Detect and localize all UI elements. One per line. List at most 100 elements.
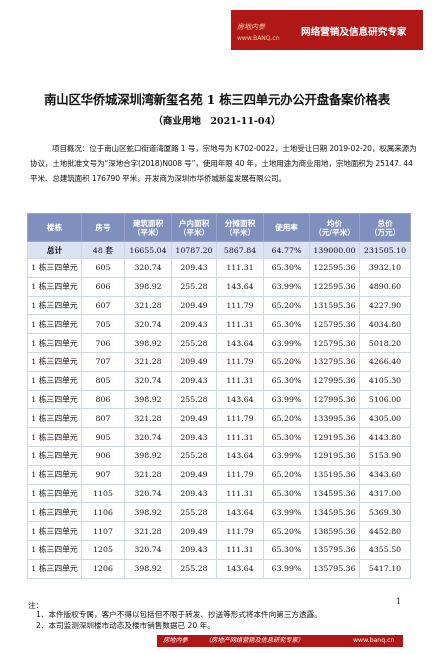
table-cell: 209.49 (171, 464, 217, 485)
table-cell: 48 套 (81, 241, 125, 259)
table-cell: 135195.36 (309, 464, 360, 485)
banq-logo: 房地内参 www.BANQ.cn (237, 14, 280, 46)
table-cell: 805 (81, 370, 125, 391)
table-cell: 320.74 (124, 314, 172, 335)
table-cell: 1 栋三四单元 (27, 314, 82, 335)
table-row: 1 栋三四单元 1106 398.92 255.28 143.64 63.99% 13459… (27, 502, 411, 523)
table-cell: 320.74 (124, 539, 172, 560)
table-cell: 4034.80 (359, 314, 411, 335)
table-cell: 321.28 (124, 408, 172, 429)
table-cell: 129195.36 (309, 445, 360, 466)
logo-site: www.BANQ.cn (237, 35, 280, 42)
table-cell: 139000.00 (309, 241, 360, 259)
table-cell: 4143.80 (359, 427, 411, 447)
table-cell: 127995.36 (309, 370, 360, 391)
table-cell: 1 栋三四单元 (27, 558, 82, 579)
table-cell: 111.31 (216, 258, 264, 278)
footnote-label: 注： (28, 601, 44, 610)
table-cell: 63.99% (263, 276, 310, 297)
table-cell: 16655.04 (124, 241, 172, 259)
table-cell: 1 栋三四单元 (27, 295, 82, 316)
table-cell: 398.92 (124, 558, 172, 579)
table-cell: 255.28 (171, 389, 217, 410)
column-header: 分摊面积 （平米） (216, 213, 264, 242)
table-cell: 1 栋三四单元 (27, 502, 82, 523)
footnote-2: 2、本司监测深圳楼市动态及楼市销售数据已 20 年。 (36, 621, 215, 630)
table-cell: 320.74 (124, 483, 172, 504)
table-cell: 907 (81, 464, 125, 485)
table-cell: 209.49 (171, 295, 217, 316)
table-cell: 807 (81, 408, 125, 429)
table-cell: 5867.84 (216, 241, 264, 259)
table-cell: 5369.30 (359, 502, 411, 523)
table-cell: 398.92 (124, 333, 172, 353)
table-cell: 65.30% (263, 370, 310, 391)
footer-site: www.banq.cn (353, 637, 395, 644)
table-row: 1 栋三四单元 807 321.28 209.49 111.79 65.20% 133995… (27, 408, 411, 429)
table-cell: 209.43 (171, 314, 217, 335)
table-row: 1 栋三四单元 1105 320.74 209.43 111.31 65.30% 13459… (27, 483, 411, 504)
table-row: 1 栋三四单元 907 321.28 209.49 111.79 65.20% 135195… (27, 464, 411, 485)
table-cell: 4317.00 (359, 483, 411, 504)
table-cell: 320.74 (124, 370, 172, 391)
table-cell: 606 (81, 276, 125, 297)
column-header: 使用率 (263, 213, 310, 242)
table-cell: 63.99% (263, 502, 310, 523)
table-cell: 132795.36 (309, 351, 360, 372)
column-header: 房号 (81, 213, 125, 242)
table-cell: 111.79 (216, 464, 264, 485)
table-cell: 4105.30 (359, 370, 411, 391)
table-cell: 4343.60 (359, 464, 411, 485)
footer-tagline: （房地产网络营销及信息研究专家） (205, 637, 304, 644)
table-cell: 134595.36 (309, 502, 360, 523)
table-cell: 1 栋三四单元 (27, 351, 82, 372)
table-cell: 125795.36 (309, 333, 360, 353)
table-row: 1 栋三四单元 905 320.74 209.43 111.31 65.30% 129195… (27, 427, 411, 447)
price-table: 楼栋 房号 建筑面积 （平米） 户内面积 （平米） 分摊面积 （平米） 使用率 均价 （元/… (27, 213, 411, 579)
table-cell: 65.30% (263, 258, 310, 278)
document-title: 南山区华侨城深圳湾新玺名苑 1 栋三四单元办公开盘备案价格表 (44, 92, 390, 107)
table-cell: 111.31 (216, 427, 264, 447)
table-cell: 209.49 (171, 351, 217, 372)
footer-brand: 房地内参 (163, 637, 188, 644)
table-row: 1 栋三四单元 805 320.74 209.43 111.31 65.30% 127995… (27, 370, 411, 391)
table-cell: 总计 (27, 241, 82, 259)
column-header: 建筑面积 （平米） (124, 213, 172, 242)
table-row: 1 栋三四单元 1107 321.28 209.49 111.79 65.20% 13859… (27, 521, 411, 541)
table-cell: 1 栋三四单元 (27, 464, 82, 485)
table-cell: 255.28 (171, 558, 217, 579)
table-cell: 1 栋三四单元 (27, 370, 82, 391)
table-row: 1 栋三四单元 605 320.74 209.43 111.31 65.30% 122595… (27, 258, 411, 278)
banner-slogan: 网络营销及信息研究专家 (301, 27, 407, 38)
table-cell: 111.79 (216, 521, 264, 541)
table-cell: 255.28 (171, 333, 217, 353)
table-cell: 1 栋三四单元 (27, 483, 82, 504)
table-cell: 398.92 (124, 389, 172, 410)
table-cell: 143.64 (216, 389, 264, 410)
table-cell: 5417.10 (359, 558, 411, 579)
header-banner: 房地内参 www.BANQ.cn 网络营销及信息研究专家 (231, 10, 423, 50)
table-cell: 1 栋三四单元 (27, 258, 82, 278)
logo-brand: 房地内参 (237, 23, 265, 31)
table-cell: 127995.36 (309, 389, 360, 410)
table-cell: 398.92 (124, 276, 172, 297)
table-cell: 255.28 (171, 276, 217, 297)
table-cell: 1 栋三四单元 (27, 389, 82, 410)
table-cell: 209.43 (171, 258, 217, 278)
table-cell: 65.20% (263, 521, 310, 541)
table-cell: 209.43 (171, 539, 217, 560)
table-cell: 111.31 (216, 483, 264, 504)
table-row: 1 栋三四单元 606 398.92 255.28 143.64 63.99% 122595… (27, 276, 411, 297)
table-row: 1 栋三四单元 1205 320.74 209.43 111.31 65.30% 13579… (27, 539, 411, 560)
page-number: 1 (396, 597, 402, 606)
table-cell: 63.99% (263, 333, 310, 353)
table-cell: 5106.00 (359, 389, 411, 410)
table-cell: 65.20% (263, 295, 310, 316)
table-row: 1 栋三四单元 706 398.92 255.28 143.64 63.99% 125795… (27, 333, 411, 353)
table-cell: 65.30% (263, 427, 310, 447)
table-cell: 143.64 (216, 333, 264, 353)
table-cell: 905 (81, 427, 125, 447)
table-cell: 321.28 (124, 521, 172, 541)
table-cell: 65.20% (263, 464, 310, 485)
table-cell: 1 栋三四单元 (27, 521, 82, 541)
